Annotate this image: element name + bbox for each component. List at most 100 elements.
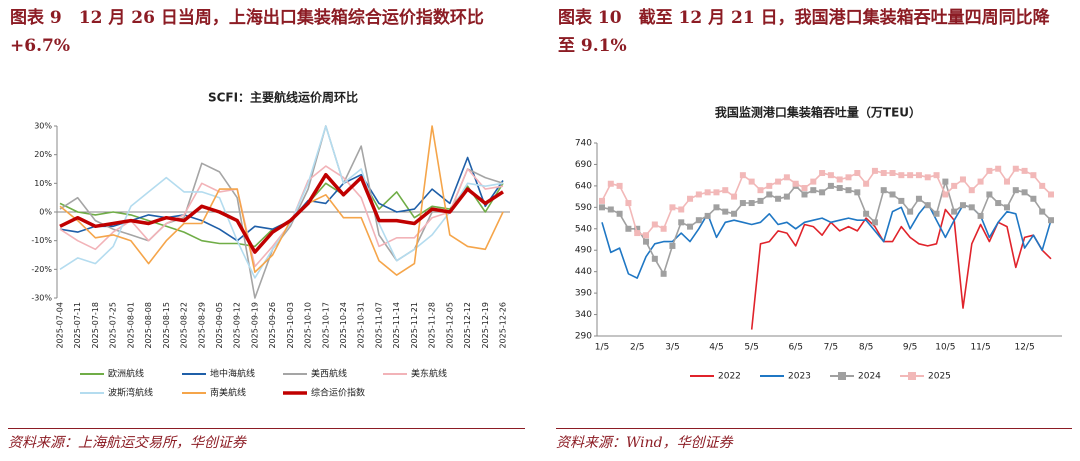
series-marker (1048, 217, 1054, 224)
series-marker (599, 204, 605, 211)
x-tick-label: 2025-07-18 (91, 302, 100, 349)
x-tick-label: 2/5 (630, 343, 644, 353)
series-marker (880, 170, 887, 177)
legend-label: 美东航线 (411, 368, 447, 380)
series-marker (766, 191, 773, 198)
series-marker (898, 197, 905, 204)
x-tick-label: 2025-11-28 (428, 302, 437, 349)
series-line (59, 172, 504, 254)
legend-marker (908, 372, 916, 380)
series-marker (951, 182, 958, 189)
x-tick-label: 12/5 (1014, 343, 1034, 353)
y-tick-label: -20% (31, 265, 52, 274)
series-marker (607, 180, 614, 187)
series-marker (713, 204, 720, 211)
x-tick-label: 2025-07-25 (109, 302, 118, 349)
y-tick-label: 490 (575, 246, 592, 256)
series-marker (827, 172, 834, 179)
chart-title: 我国监测港口集装箱吞吐量（万TEU） (715, 105, 921, 120)
series-marker (731, 193, 738, 200)
x-tick-label: 2025-11-21 (410, 302, 419, 349)
series-marker (1021, 167, 1028, 174)
legend-item: 2023 (760, 372, 811, 382)
series-marker (651, 221, 658, 228)
series-marker (907, 172, 914, 179)
x-tick-label: 2025-11-14 (392, 302, 401, 349)
y-tick-label: 690 (575, 160, 592, 170)
series-marker (924, 174, 931, 181)
series-marker (845, 174, 852, 181)
series-marker (643, 232, 650, 239)
y-tick-label: 290 (575, 332, 592, 342)
series-marker (775, 195, 782, 202)
legend-label: 欧洲航线 (108, 368, 144, 380)
series-marker (792, 180, 799, 187)
legend-label: 2025 (928, 372, 951, 382)
legend-item: 南美航线 (182, 387, 246, 399)
series-marker (880, 187, 887, 194)
series-marker (704, 212, 711, 219)
series-marker (933, 172, 940, 179)
legend-item: 2024 (830, 372, 881, 382)
x-tick-label: 2025-10-03 (286, 302, 295, 349)
series-marker (933, 210, 940, 217)
series-marker (669, 242, 676, 249)
legend-label: 南美航线 (210, 387, 246, 399)
series-marker (889, 191, 896, 198)
series-marker (651, 255, 658, 262)
source-note: 资料来源：Wind，华创证券 (556, 428, 1072, 457)
source-note: 资料来源：上海航运交易所，华创证券 (8, 428, 525, 457)
x-tick-label: 2025-09-05 (215, 302, 224, 349)
x-tick-label: 11/5 (970, 343, 990, 353)
series-marker (819, 170, 826, 177)
x-tick-label: 2025-10-31 (357, 302, 366, 349)
series-marker (924, 202, 931, 209)
x-tick-label: 4/5 (709, 343, 723, 353)
series-line (601, 167, 1052, 236)
x-tick-label: 9/5 (903, 343, 917, 353)
y-tick-label: 0% (39, 208, 52, 217)
figure-heading: 图表 10 截至 12 月 21 日，我国港口集装箱吞吐量四周同比降至 9.1% (558, 8, 1050, 56)
series-marker (1048, 191, 1054, 198)
y-tick-label: -10% (31, 236, 52, 245)
series-marker (854, 189, 861, 196)
legend-item: 地中海航线 (182, 368, 255, 380)
series-marker (854, 170, 861, 177)
series-marker (625, 225, 632, 232)
legend-label: 地中海航线 (210, 368, 255, 380)
series-marker (819, 189, 826, 196)
legend-item: 2022 (690, 372, 741, 382)
series-marker (643, 238, 650, 245)
x-tick-label: 2025-07-04 (56, 302, 65, 349)
series-marker (836, 185, 843, 192)
series-line (59, 125, 504, 276)
figure-heading: 图表 9 12 月 26 日当周，上海出口集装箱综合运价指数环比+6.7% (10, 8, 484, 56)
legend-item: 欧洲航线 (80, 368, 144, 380)
series-marker (739, 200, 746, 207)
x-tick-label: 2025-12-12 (463, 302, 472, 349)
x-tick-label: 5/5 (744, 343, 758, 353)
x-tick-label: 2025-08-01 (126, 302, 135, 349)
series-marker (889, 170, 896, 177)
series-marker (827, 182, 834, 189)
y-tick-label: 640 (575, 181, 592, 191)
chart-title: SCFI：主要航线运价周环比 (208, 90, 358, 105)
series-marker (977, 178, 984, 185)
y-tick-label: 30% (34, 122, 52, 131)
series-marker (616, 182, 623, 189)
x-tick-label: 2025-12-05 (445, 302, 454, 349)
x-tick-label: 2025-10-10 (304, 302, 313, 349)
series-marker (942, 191, 949, 198)
series-marker (959, 176, 966, 183)
series-marker (1039, 208, 1046, 215)
x-tick-label: 2025-08-22 (180, 302, 189, 349)
legend-label: 波斯湾航线 (108, 387, 153, 399)
series-marker (1012, 165, 1019, 172)
series-marker (907, 208, 914, 215)
series-marker (1030, 172, 1037, 179)
series-marker (1012, 187, 1019, 194)
series-marker (634, 225, 641, 232)
legend-label: 2023 (788, 372, 811, 382)
series-marker (942, 178, 949, 185)
